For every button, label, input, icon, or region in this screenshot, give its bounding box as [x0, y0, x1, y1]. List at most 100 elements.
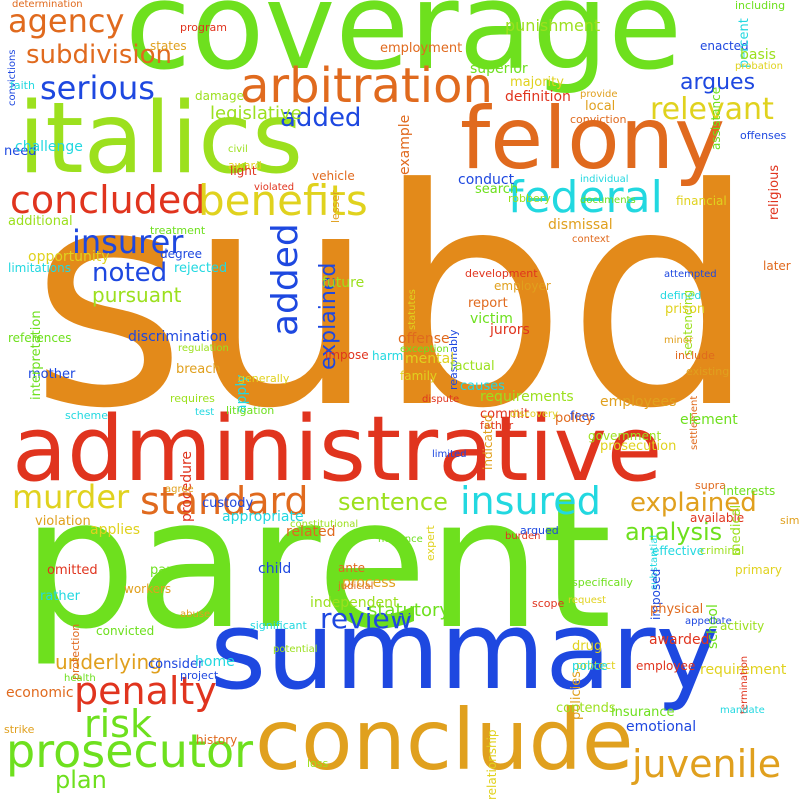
word-argued: argued [520, 524, 559, 537]
word-impose: impose [325, 348, 369, 362]
word-parent: parent [22, 460, 613, 669]
word-individual: individual [580, 174, 629, 185]
word-report: report [468, 296, 508, 311]
word-minor: minor [664, 335, 694, 346]
word-litigation: litigation [226, 404, 275, 417]
word-available: available [690, 511, 745, 525]
word-limited: limited [432, 449, 467, 460]
word-statutory: legislative [210, 103, 302, 124]
word-independent: independent [310, 595, 399, 611]
word-scheme: scheme [65, 409, 109, 422]
word-regulation: regulation [178, 343, 229, 354]
word-damage: damage [195, 89, 245, 103]
word-documents: documents [580, 195, 636, 206]
word-sentence: noted [92, 258, 168, 288]
word-local: local [585, 99, 616, 114]
word-commit: commit [480, 407, 530, 422]
word-search: search [475, 182, 519, 197]
word-requirements: requirements [480, 389, 574, 405]
word-including: including [735, 0, 786, 12]
word-added-rot: added [265, 223, 306, 336]
word-prison: prison [665, 302, 706, 317]
word-criminal: criminal [700, 544, 745, 557]
word-primary: primary [735, 563, 782, 577]
word-example: example [397, 114, 413, 175]
word-violation: violation [35, 514, 91, 529]
word-specifically: specifically [572, 576, 633, 589]
word-dispute: dispute [422, 394, 460, 405]
word-economic: economic [6, 685, 74, 701]
word-breach: breach [176, 362, 221, 377]
word-religious: religious [767, 164, 782, 220]
word-risk: risk [84, 702, 152, 746]
word-employees: employees [600, 394, 677, 410]
word-later: later [763, 259, 791, 273]
word-applies: applies [90, 522, 141, 538]
word-health: health [64, 673, 96, 684]
word-provide: provide [580, 89, 618, 100]
word-development: development [465, 267, 538, 280]
word-program: program [180, 21, 227, 34]
word-penalty: penalty [74, 669, 217, 713]
word-punishment: statutory [368, 600, 451, 621]
word-juvenile: juvenile [632, 742, 782, 786]
word-protection: protection [69, 623, 82, 680]
word-degree: degree [160, 247, 203, 261]
word-related: related [286, 524, 336, 540]
word-agency: agency [8, 2, 125, 40]
word-civil: civil [228, 144, 248, 155]
word-fees: fees [570, 409, 596, 423]
word-insurance: insurance [611, 705, 675, 720]
word-constitutional: constitutional [290, 519, 359, 530]
word-standard: standard [140, 479, 309, 523]
word-mandate: mandate [720, 705, 765, 716]
word-interests: interests [723, 484, 776, 498]
word-vehicle: vehicle [312, 169, 355, 183]
word-treatment: treatment [150, 224, 206, 237]
word-noted: insurer [72, 223, 184, 261]
word-awarded: awarded [649, 632, 710, 648]
word-consider: consider [148, 657, 204, 672]
word-include: include [675, 349, 715, 362]
word-contends: contends [556, 701, 616, 716]
word-conviction: conviction [570, 113, 627, 126]
word-workers: workers [124, 582, 172, 596]
word-process: process [342, 575, 396, 591]
word-insured: insured [460, 479, 601, 523]
word-interpretation: interpretation [29, 310, 44, 400]
word-faith: faith [10, 79, 35, 92]
word-indicated: indicated [481, 414, 495, 470]
word-rejected: rejected [174, 261, 228, 276]
word-project: project [180, 669, 219, 682]
word-administrative: administrative [12, 397, 663, 502]
word-statutes: statutes [407, 289, 418, 330]
word-violated: violated [254, 182, 295, 193]
word-lesser: lesser [329, 190, 342, 223]
word-protect: protect [576, 659, 616, 672]
word-requires: requires [170, 392, 215, 405]
word-summary: summary [210, 589, 720, 714]
word-discovery: discovery [510, 409, 559, 420]
word-prosecution: prosecution [600, 439, 677, 454]
word-convicted: convicted [96, 624, 155, 638]
word-effective: effective [652, 544, 705, 558]
word-challenge: challenge [15, 139, 83, 155]
word-underlying: argues [680, 70, 756, 95]
word-robbery: robbery [508, 192, 551, 205]
word-parents: parents [150, 563, 200, 578]
word-rather: rather [40, 589, 80, 604]
word-limitations: limitations [8, 261, 71, 275]
word-enacted: enacted [700, 39, 749, 53]
word-loss: loss [307, 757, 329, 770]
word-mental: mental [405, 351, 455, 367]
word-significant: significant [250, 619, 307, 632]
word-italics: italics [18, 82, 304, 196]
word-probation: probation [735, 61, 783, 72]
word-federal: federal [508, 172, 663, 223]
word-history: history [196, 733, 238, 747]
word-relationship: relationship [485, 729, 499, 800]
word-request: request [568, 595, 607, 606]
word-benefits: benefits [198, 176, 368, 225]
word-father: father [480, 419, 514, 432]
word-defined: defined [660, 289, 702, 302]
